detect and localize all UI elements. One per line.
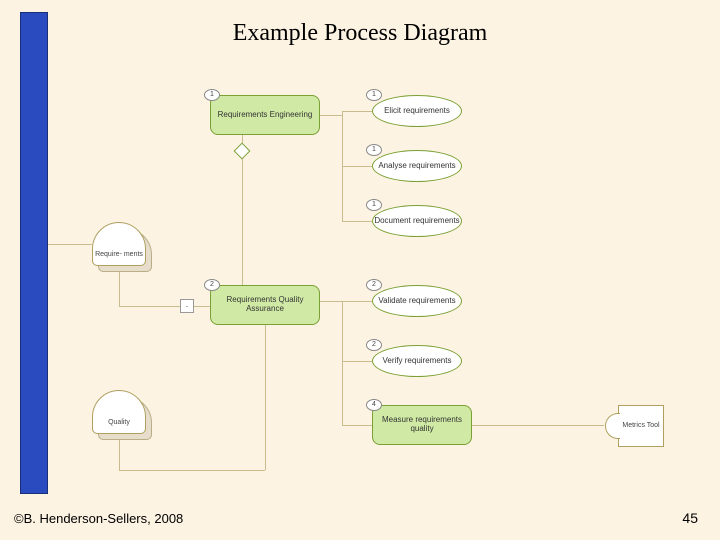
junction-label: · (186, 302, 189, 311)
process-requirements-engineering: 1 Requirements Engineering (210, 95, 320, 135)
decision-diamond (234, 143, 251, 160)
badge: 2 (204, 279, 220, 291)
edge (342, 166, 372, 167)
activity-verify: 2 Verify requirements (372, 345, 462, 377)
badge: 1 (366, 89, 382, 101)
edge (119, 266, 120, 306)
activity-label: Analyse requirements (378, 162, 455, 171)
diagram-canvas: 1 Requirements Engineering 1 Elicit requ… (0, 0, 720, 540)
edge (342, 301, 372, 302)
badge: 4 (366, 399, 382, 411)
edge (119, 306, 180, 307)
badge: 1 (204, 89, 220, 101)
badge: 2 (366, 339, 382, 351)
process-qa: 2 Requirements Quality Assurance (210, 285, 320, 325)
process-label: Requirements Quality Assurance (215, 296, 315, 314)
edge (342, 301, 343, 425)
badge: 2 (366, 279, 382, 291)
process-label: Requirements Engineering (218, 111, 313, 120)
artifact-label: Quality (108, 419, 130, 427)
activity-validate: 2 Validate requirements (372, 285, 462, 317)
tool-metrics: Metrics Tool (618, 405, 664, 447)
edge (342, 111, 372, 112)
edge (342, 361, 372, 362)
activity-label: Document requirements (374, 217, 459, 226)
edge (119, 470, 265, 471)
activity-label: Verify requirements (383, 357, 452, 366)
junction: · (180, 299, 194, 313)
edge (320, 115, 342, 116)
badge: 1 (366, 144, 382, 156)
edge (472, 425, 604, 426)
edge (265, 325, 266, 470)
process-measure: 4 Measure requirements quality (372, 405, 472, 445)
activity-elicit: 1 Elicit requirements (372, 95, 462, 127)
activity-document: 1 Document requirements (372, 205, 462, 237)
tool-label: Metrics Tool (622, 422, 659, 430)
edge (194, 306, 210, 307)
activity-label: Elicit requirements (384, 107, 450, 116)
badge: 1 (366, 199, 382, 211)
artifact-label: Require- ments (95, 251, 143, 259)
artifact-shape: Require- ments (92, 222, 146, 266)
edge (342, 425, 372, 426)
edge (320, 301, 342, 302)
edge (48, 244, 92, 245)
activity-label: Validate requirements (378, 297, 455, 306)
artifact-shape: Quality (92, 390, 146, 434)
activity-analyse: 1 Analyse requirements (372, 150, 462, 182)
edge (342, 221, 372, 222)
process-label: Measure requirements quality (377, 416, 467, 434)
